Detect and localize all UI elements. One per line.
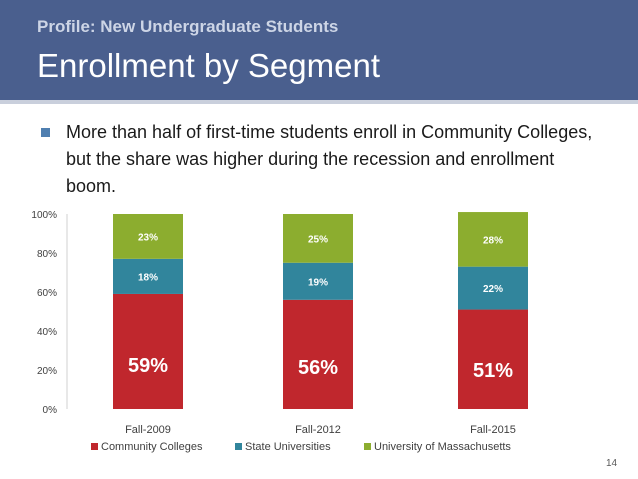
legend-swatch [364, 443, 371, 450]
header-divider [0, 100, 638, 104]
bullet-marker [41, 128, 50, 137]
data-label: 28% [483, 235, 503, 246]
data-label: 51% [473, 360, 513, 382]
data-label: 22% [483, 284, 503, 295]
legend-label: State Universities [245, 441, 331, 453]
bar-segment-community-colleges [283, 299, 353, 409]
x-tick-label: Fall-2015 [470, 424, 516, 436]
y-tick-label: 40% [37, 327, 57, 338]
data-label: 23% [138, 232, 158, 243]
page-number: 14 [606, 458, 618, 469]
x-tick-label: Fall-2009 [125, 424, 171, 436]
data-label: 19% [308, 277, 328, 288]
y-tick-label: 80% [37, 249, 57, 260]
y-tick-label: 20% [37, 366, 57, 377]
legend-swatch [235, 443, 242, 450]
bar-segment-university-of-massachusetts [283, 214, 353, 263]
data-label: 59% [128, 355, 168, 377]
x-tick-label: Fall-2012 [295, 424, 341, 436]
y-tick-label: 60% [37, 288, 57, 299]
data-label: 18% [138, 272, 158, 283]
slide-title: Enrollment by Segment [37, 47, 381, 84]
bar-segment-state-universities [458, 266, 528, 310]
slide-subtitle: Profile: New Undergraduate Students [37, 17, 339, 36]
data-label: 56% [298, 357, 338, 379]
slide-header [0, 0, 638, 100]
bar-segment-university-of-massachusetts [458, 212, 528, 267]
legend-label: University of Massachusetts [374, 441, 511, 453]
bullet-text: More than half of first-time students en… [66, 122, 593, 196]
y-tick-label: 100% [31, 210, 57, 221]
legend-swatch [91, 443, 98, 450]
bar-segment-state-universities [113, 258, 183, 294]
data-label: 25% [308, 234, 328, 245]
bar-segment-state-universities [283, 262, 353, 300]
y-tick-label: 0% [43, 405, 58, 416]
legend-label: Community Colleges [101, 441, 203, 453]
enrollment-chart: 0% 20% 40% 60% 80% 100% 59% 18% 23% Fall-2009 56% 1… [31, 210, 528, 453]
bar-segment-community-colleges [113, 293, 183, 409]
bar-segment-university-of-massachusetts [113, 214, 183, 259]
bar-segment-community-colleges [458, 309, 528, 409]
